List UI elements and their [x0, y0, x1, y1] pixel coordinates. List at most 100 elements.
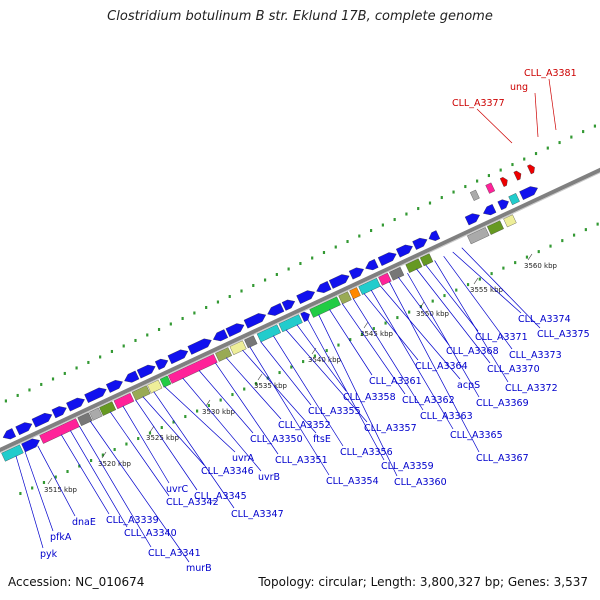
leader-line	[370, 289, 454, 430]
feature-outer-20-body	[348, 267, 364, 280]
gc-tick	[40, 382, 43, 386]
feature-outer-last	[519, 186, 538, 200]
gc-tick	[405, 212, 408, 216]
gc-tick	[87, 360, 90, 364]
feature-outer-8-body	[136, 364, 156, 379]
gene-label: CLL_A3364	[415, 361, 468, 372]
gc-tick	[558, 141, 561, 145]
leader-line	[434, 260, 509, 383]
map-title: Clostridium botulinum B str. Eklund 17B,…	[107, 9, 493, 24]
leader-line	[37, 445, 76, 517]
gc-tick	[490, 272, 493, 276]
feature-outer-18	[316, 281, 332, 293]
leader-line	[273, 335, 344, 447]
gc-tick	[313, 354, 317, 358]
leader-line	[461, 247, 541, 329]
gene-label: CLL_A3359	[381, 461, 434, 472]
feature-highlight-4-body	[527, 164, 535, 175]
gc-tick	[181, 316, 184, 320]
feature-inner-12-body	[229, 340, 247, 355]
feature-outer-7	[124, 370, 140, 383]
gc-tick	[19, 491, 22, 495]
gc-tick	[478, 277, 481, 281]
feature-outer-0	[2, 428, 16, 440]
gc-tick	[31, 486, 34, 490]
feature-highlight-2-body	[499, 177, 508, 187]
feature-inner-10-body	[168, 354, 218, 384]
feature-inner-10	[168, 354, 218, 384]
gc-tick	[537, 250, 540, 254]
feature-outer-17-body	[296, 290, 315, 304]
gc-tick	[28, 388, 31, 392]
kbp-tick	[311, 347, 317, 355]
leader-line	[153, 391, 235, 509]
leader-line	[198, 370, 254, 434]
feature-inner-25-body	[467, 227, 490, 245]
feature-inner-6-body	[113, 392, 135, 410]
gc-tick	[134, 338, 137, 342]
feature-inner-18	[338, 291, 352, 305]
gene-label: CLL_A3347	[231, 509, 284, 520]
gene-label: CLL_A3357	[364, 423, 417, 434]
gc-tick	[278, 371, 281, 375]
gc-tick	[146, 333, 149, 337]
feature-outer-4-body	[66, 397, 85, 412]
gc-tick	[455, 288, 458, 292]
gc-tick	[346, 240, 349, 244]
feature-inner-21-body	[378, 272, 392, 286]
gene-label: CLL_A3362	[402, 395, 455, 406]
leader-line	[242, 349, 317, 434]
feature-inner-26-body	[486, 220, 504, 235]
gc-tick	[54, 475, 57, 479]
feature-outer-1	[15, 422, 33, 436]
gc-tick	[593, 124, 597, 128]
feature-outer-7-body	[124, 370, 140, 383]
leader-line	[164, 386, 236, 453]
kbp-tick	[527, 253, 533, 261]
backbone-line	[0, 167, 600, 453]
feature-outer-16-body	[281, 299, 296, 311]
leader-line	[307, 319, 385, 461]
gc-tick	[113, 448, 116, 452]
feature-outer-25	[428, 230, 441, 241]
gc-tick	[252, 283, 255, 287]
gc-tick	[428, 201, 432, 205]
gc-tick	[122, 344, 125, 348]
gene-label: CLL_A3339	[106, 515, 159, 526]
leader-line	[89, 420, 190, 563]
kbp-tick	[101, 451, 107, 459]
feature-outer-26	[464, 213, 480, 226]
gene-label: ftsE	[313, 434, 331, 445]
feature-outer-10-body	[167, 349, 189, 365]
gc-tick	[196, 409, 199, 413]
feature-inner-21	[378, 272, 392, 286]
gc-tick	[231, 393, 234, 397]
leader-line	[452, 251, 522, 314]
gc-tick	[4, 399, 7, 403]
gc-tick	[381, 223, 384, 227]
feature-inner-0-body	[1, 444, 24, 462]
gc-tick	[169, 322, 172, 326]
kbp-label: 3530 kbp	[202, 408, 236, 416]
gene-label: CLL_A3369	[476, 398, 529, 409]
gc-tick	[408, 310, 411, 314]
gene-label: CLL_A3360	[394, 477, 447, 488]
feature-outer-27-body	[483, 204, 497, 216]
highlight-leader	[534, 92, 539, 138]
highlight-gene-label: ung	[510, 82, 528, 93]
feature-outer-12-body	[213, 329, 229, 342]
gc-tick	[148, 431, 152, 435]
genome-summary-text: Topology: circular; Length: 3,800,327 bp…	[258, 575, 588, 589]
feature-inner-11	[215, 347, 233, 362]
feature-outer-21	[365, 259, 379, 271]
leader-line	[79, 426, 152, 548]
kbp-label: 3535 kbp	[254, 382, 288, 390]
feature-outer-23	[396, 244, 413, 258]
leader-line	[135, 399, 198, 491]
leader-line	[388, 281, 480, 453]
gene-label: CLL_A3346	[201, 466, 254, 477]
leader-line	[425, 264, 479, 332]
leader-line	[329, 309, 373, 376]
gc-tick	[546, 146, 549, 150]
